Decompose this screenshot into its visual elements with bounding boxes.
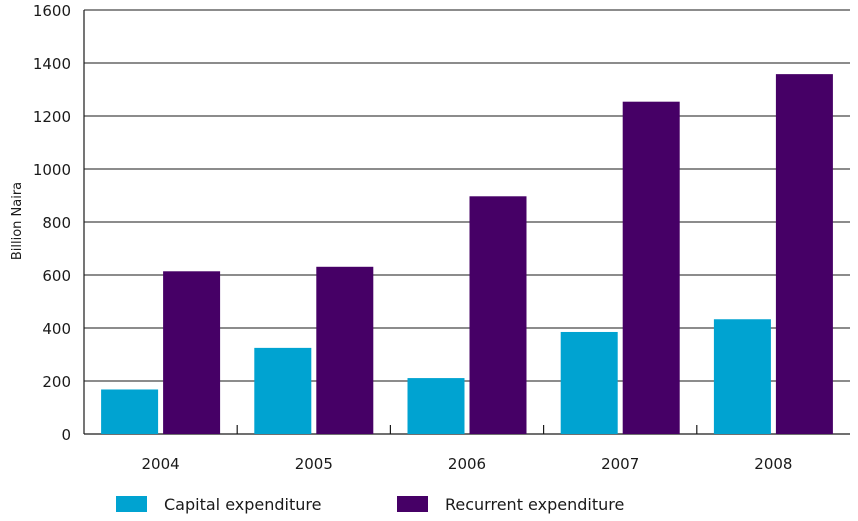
y-tick-label: 800 <box>42 214 71 232</box>
y-tick-label: 1400 <box>33 55 71 73</box>
tick-labels: 0 200 400 600 800 1000 1200 1400 1600 2004 2005 200… <box>33 2 793 473</box>
bar-recurrent-2008 <box>775 74 833 434</box>
legend-label-capital: Capital expenditure <box>164 495 321 514</box>
y-tick-label: 200 <box>42 373 71 391</box>
y-tick-label: 1600 <box>33 2 71 20</box>
y-tick-label: 1200 <box>33 108 71 126</box>
x-tick-label: 2007 <box>601 455 639 473</box>
y-tick-label: 1000 <box>33 161 71 179</box>
bar-capital-2008 <box>713 319 771 434</box>
x-tick-label: 2006 <box>448 455 486 473</box>
x-tick-label: 2005 <box>295 455 333 473</box>
legend-swatch-recurrent <box>397 496 428 512</box>
bar-capital-2004 <box>101 389 159 434</box>
y-axis-title: Billion Naira <box>10 182 25 260</box>
legend-label-recurrent: Recurrent expenditure <box>445 495 624 514</box>
bar-recurrent-2005 <box>316 266 374 434</box>
legend-swatch-capital <box>116 496 147 512</box>
legend: Capital expenditure Recurrent expenditure <box>116 495 624 514</box>
bars <box>101 74 833 434</box>
bar-recurrent-2004 <box>163 271 221 434</box>
x-tick-label: 2004 <box>142 455 180 473</box>
y-tick-label: 0 <box>61 426 71 444</box>
y-tick-label: 600 <box>42 267 71 285</box>
bar-recurrent-2006 <box>469 196 527 434</box>
x-tick-label: 2008 <box>754 455 792 473</box>
bar-capital-2005 <box>254 347 312 434</box>
bar-capital-2007 <box>560 331 618 434</box>
bar-recurrent-2007 <box>622 101 680 434</box>
bar-capital-2006 <box>407 378 465 434</box>
y-tick-label: 400 <box>42 320 71 338</box>
